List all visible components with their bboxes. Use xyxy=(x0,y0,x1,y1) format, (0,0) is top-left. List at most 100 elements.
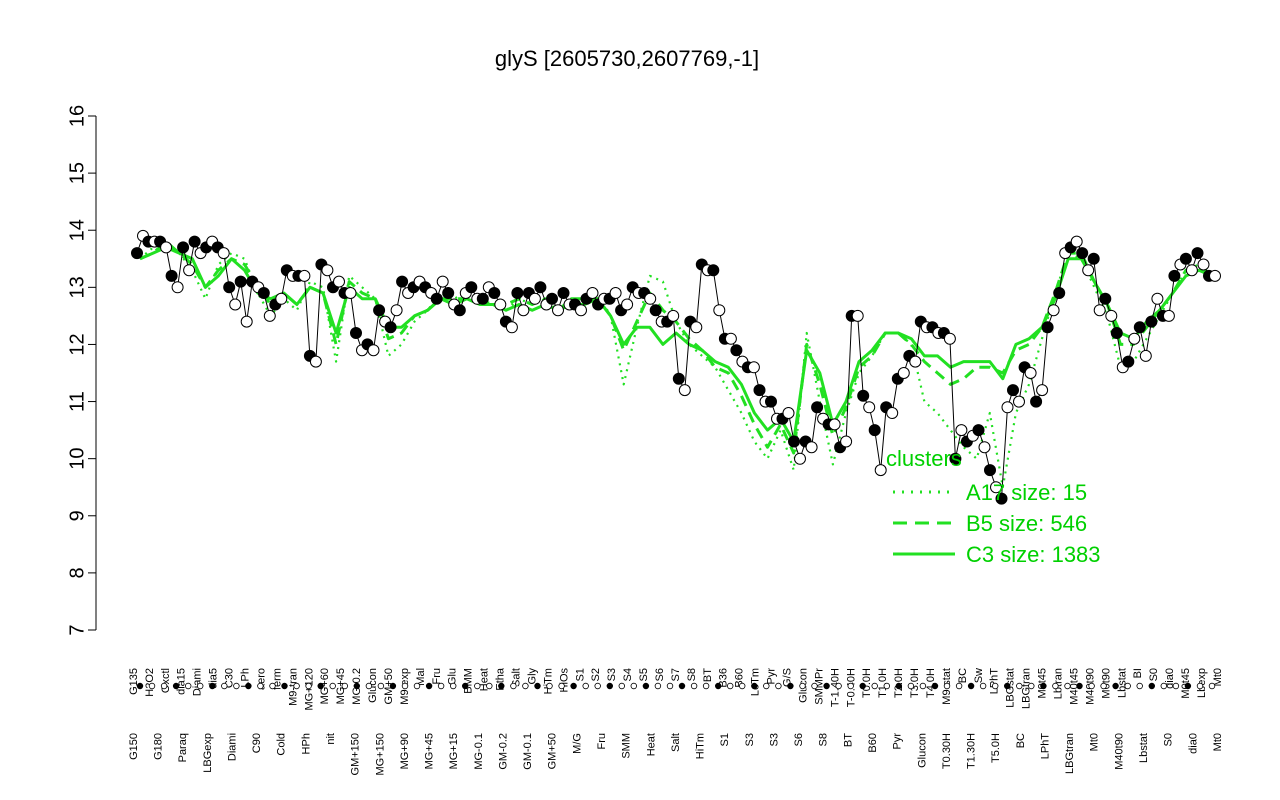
x-tick-label: LPhT xyxy=(1039,733,1051,760)
sample-point-open xyxy=(1185,264,1198,277)
x-tick-label: GM+50 xyxy=(383,668,395,704)
sample-point-open xyxy=(344,287,357,299)
sample-point-open xyxy=(644,292,657,305)
sample-point-open xyxy=(1013,395,1025,408)
sample-point-open xyxy=(1128,332,1141,345)
sample-point-open xyxy=(275,292,288,305)
sample-point-filled xyxy=(234,275,247,288)
sample-point-filled xyxy=(1122,355,1135,368)
x-tick-label: S4 xyxy=(622,668,634,681)
x-tick-label: MG+90 xyxy=(399,733,411,769)
sample-point-open xyxy=(1162,309,1175,322)
x-marker xyxy=(1100,682,1107,690)
x-tick-label: T-1.40H xyxy=(829,668,841,707)
x-tick-label: S5 xyxy=(638,668,650,681)
x-marker xyxy=(498,682,505,690)
sample-point-open xyxy=(1036,384,1049,397)
x-marker xyxy=(1148,682,1155,690)
x-tick-label: BT xyxy=(842,733,854,747)
y-tick-label: 13 xyxy=(66,276,88,298)
x-tick-label: S3 xyxy=(768,733,780,746)
x-marker xyxy=(1112,682,1119,690)
x-marker xyxy=(401,682,409,690)
sample-point-open xyxy=(1047,304,1060,317)
x-marker xyxy=(160,682,168,690)
x-marker xyxy=(209,682,216,690)
x-tick-label: B36 xyxy=(718,668,730,688)
sample-point-open xyxy=(160,241,173,254)
x-tick-label: Cold xyxy=(276,733,288,756)
x-marker xyxy=(979,682,987,690)
x-marker xyxy=(1016,682,1023,690)
sample-point-filled xyxy=(984,464,996,477)
x-tick-label: M/G xyxy=(571,733,583,754)
sample-point-open xyxy=(1209,269,1221,282)
x-marker xyxy=(835,682,842,690)
sample-point-filled xyxy=(442,287,455,299)
sample-point-open xyxy=(782,407,795,419)
sample-point-open xyxy=(367,344,380,357)
x-tick-label: LPhT xyxy=(989,668,1001,695)
sample-point-open xyxy=(1151,292,1164,305)
sample-point-filled xyxy=(453,304,466,317)
x-marker xyxy=(281,682,288,690)
sample-point-filled xyxy=(1133,321,1146,334)
x-tick-label: G180 xyxy=(153,733,165,760)
sample-point-filled xyxy=(546,292,558,305)
x-tick-label: LPh xyxy=(240,668,252,688)
sample-point-open xyxy=(840,435,853,448)
x-tick-label: GM-0.2 xyxy=(497,733,509,770)
y-tick-label: 16 xyxy=(66,105,88,127)
x-tick-label: T1.0H xyxy=(877,668,889,698)
x-marker xyxy=(654,682,662,690)
x-marker xyxy=(474,682,481,690)
x-marker xyxy=(425,682,433,690)
x-marker xyxy=(582,682,589,690)
x-marker xyxy=(269,682,276,690)
x-tick-label: Glucon xyxy=(367,668,379,703)
x-tick-label: Mt0 xyxy=(1212,733,1224,751)
sample-point-open xyxy=(794,452,806,465)
sample-point-open xyxy=(517,304,530,317)
x-tick-label: B60 xyxy=(734,668,746,688)
x-marker xyxy=(245,682,252,690)
x-tick-label: S0 xyxy=(1163,733,1175,746)
sample-point-open xyxy=(229,298,242,311)
x-tick-label: M40t90 xyxy=(1113,733,1125,770)
x-tick-label: Diami xyxy=(192,668,204,696)
sample-point-open xyxy=(321,264,334,277)
x-tick-label: T3.0H xyxy=(909,668,921,698)
x-tick-label: Glu xyxy=(447,668,459,685)
x-marker xyxy=(715,682,722,690)
x-tick-label: Heat xyxy=(645,733,657,756)
sample-point-filled xyxy=(1099,292,1112,305)
sample-point-filled xyxy=(1007,384,1019,397)
x-marker xyxy=(811,682,818,690)
x-tick-label: C90 xyxy=(251,733,263,753)
x-marker xyxy=(787,682,794,690)
sample-point-open xyxy=(747,361,760,374)
x-tick-label: T1.30H xyxy=(966,733,978,769)
x-tick-label: Mt0 xyxy=(1089,733,1101,751)
sample-point-filled xyxy=(511,287,524,299)
sample-point-open xyxy=(805,441,818,454)
x-marker xyxy=(1196,682,1204,690)
x-tick-label: M0t45 xyxy=(1180,668,1192,699)
x-marker xyxy=(413,682,421,690)
x-marker xyxy=(1160,682,1167,690)
sample-point-open xyxy=(309,355,322,368)
sample-point-filled xyxy=(373,304,386,317)
x-marker xyxy=(341,682,348,690)
x-tick-label: MG-0.1 xyxy=(473,733,485,770)
sample-point-open xyxy=(1070,235,1083,248)
x-marker xyxy=(895,682,902,690)
x-tick-label: HPh xyxy=(300,733,312,754)
sample-point-open xyxy=(528,292,541,305)
x-marker xyxy=(1088,682,1095,690)
sample-point-filled xyxy=(165,269,178,282)
x-tick-label: Paraq xyxy=(177,733,189,762)
legend-label: C3 size: 1383 xyxy=(966,542,1101,567)
sample-point-filled xyxy=(811,401,824,414)
x-tick-label: BMM xyxy=(463,668,475,694)
